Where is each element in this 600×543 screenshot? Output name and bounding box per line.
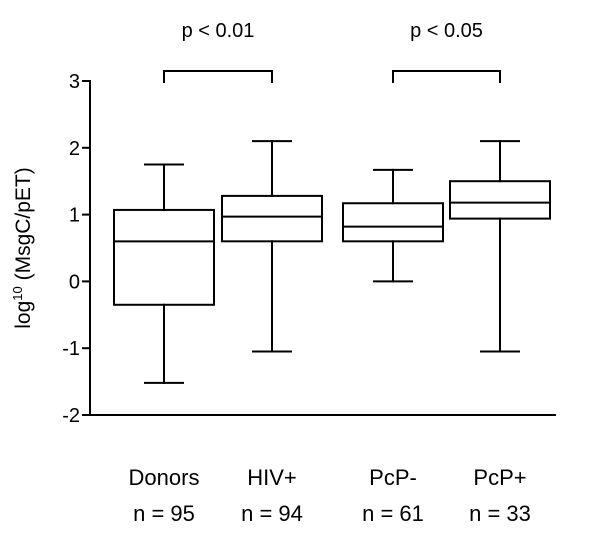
boxes [113, 140, 551, 384]
category-label: PcP- [369, 465, 417, 490]
sample-size-label: n = 61 [362, 501, 424, 526]
box-pcp- [449, 140, 551, 353]
category-labels: Donors n = 95 HIV+ n = 94 PcP-n = 61 PcP+ n = … [129, 465, 531, 526]
box-donors [113, 163, 215, 384]
significance-bracket-0: p < 0.01 [163, 20, 273, 83]
category-label: Donors [129, 465, 200, 490]
box-pcp- [342, 168, 444, 283]
y-tick-label: 2 [69, 138, 80, 160]
y-tick-label: -2 [62, 405, 80, 427]
bracket-line [392, 70, 501, 83]
significance-annotations: p < 0.01 p < 0.05 [163, 20, 501, 83]
interquartile-box [449, 180, 551, 220]
y-axis-title-superscript: 10 [10, 286, 25, 300]
p-value-label: p < 0.05 [410, 20, 483, 42]
y-axis-title: log10 (MsgC/pET) [10, 167, 35, 329]
box-hiv- [221, 140, 323, 353]
sample-size-label: n = 33 [469, 501, 531, 526]
sample-size-label: n = 94 [241, 501, 303, 526]
interquartile-box [221, 194, 323, 243]
interquartile-box [113, 208, 215, 306]
y-tick-label: 0 [69, 271, 80, 293]
sample-size-label: n = 95 [133, 501, 195, 526]
p-value-label: p < 0.01 [182, 20, 255, 42]
significance-bracket-1: p < 0.05 [392, 20, 501, 83]
interquartile-box [342, 202, 444, 243]
bracket-line [163, 70, 273, 83]
y-tick-label: -1 [62, 338, 80, 360]
category-label: HIV+ [247, 465, 297, 490]
y-tick-label: 1 [69, 205, 80, 227]
y-axis: 3 2 1 0 -1 -2 [62, 71, 556, 427]
y-tick-label: 3 [69, 71, 80, 93]
y-axis-title-unit: (MsgC/pET) [12, 167, 35, 286]
category-label: PcP+ [473, 465, 526, 490]
